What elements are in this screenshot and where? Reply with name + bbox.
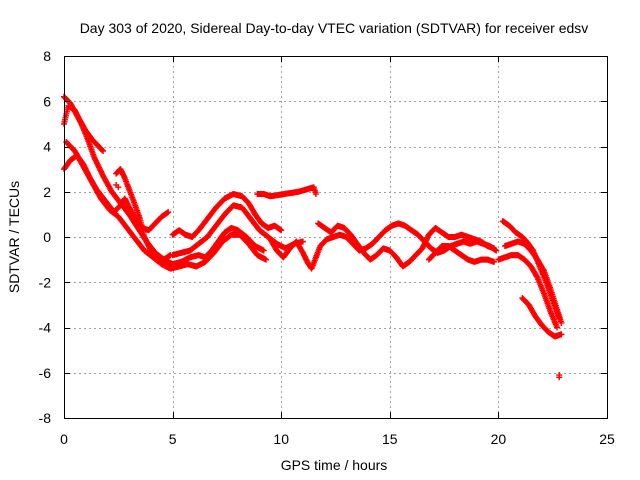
y-axis-title: SDTVAR / TECUs [6,181,22,293]
x-tick-label: 5 [169,431,177,447]
data-point [165,209,172,216]
plot-points [61,93,565,381]
data-point [556,374,563,381]
y-tick-label: 0 [43,229,51,245]
x-tick-label: 15 [382,431,398,447]
chart-title: Day 303 of 2020, Sidereal Day-to-day VTE… [80,20,589,36]
x-axis-title: GPS time / hours [281,457,388,473]
x-tick-label: 10 [273,431,289,447]
data-point [99,147,106,154]
data-point [491,245,498,252]
data-point [278,227,285,234]
y-tick-label: -8 [39,410,52,426]
y-tick-label: 8 [43,48,51,64]
x-tick-labels: 0 5 10 15 20 25 [60,431,615,447]
y-tick-label: -2 [39,274,52,290]
data-point [100,148,107,155]
data-point [558,319,565,326]
data-point [558,331,565,338]
x-tick-label: 0 [60,431,68,447]
data-point [262,256,269,263]
y-tick-labels: -8 -6 -4 -2 0 2 4 6 8 [39,48,52,426]
y-tick-label: 6 [43,93,51,109]
data-point [260,247,267,254]
data-point [312,191,319,198]
data-point [554,324,561,331]
axis-ticks [64,56,608,419]
data-point [491,258,498,265]
y-tick-label: -6 [39,365,52,381]
x-tick-label: 25 [599,431,615,447]
data-point [299,238,306,245]
y-tick-label: -4 [39,320,52,336]
y-tick-label: 4 [43,139,51,155]
x-tick-label: 20 [491,431,507,447]
y-tick-label: 2 [43,184,51,200]
data-point [115,184,122,191]
